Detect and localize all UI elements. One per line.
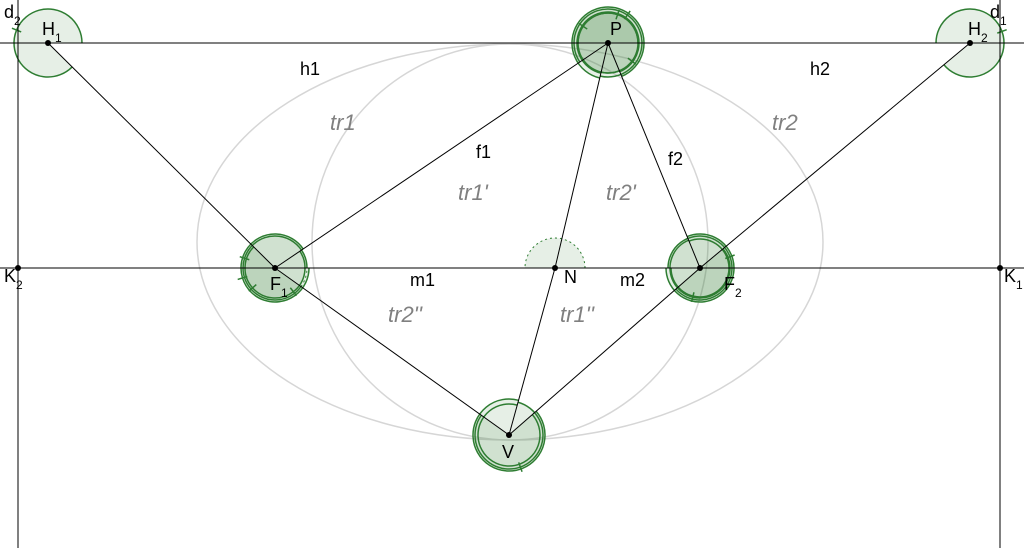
point-label-V: V	[502, 442, 514, 462]
point-label-N: N	[564, 267, 577, 287]
edge-label-f1: f1	[476, 142, 491, 162]
region-label: tr2''	[388, 302, 423, 327]
segment-F2-P	[608, 43, 700, 268]
region-label: tr2'	[606, 180, 637, 205]
point-V	[506, 432, 512, 438]
edge-label-m2: m2	[620, 270, 645, 290]
edge-label-h1: h1	[300, 59, 320, 79]
region-label: tr1	[330, 110, 356, 135]
segment-F2-V	[509, 268, 700, 435]
point-F1	[272, 265, 278, 271]
region-label: tr1''	[560, 302, 595, 327]
point-N	[552, 265, 558, 271]
segment-H2-F2	[700, 43, 970, 268]
edge-label-f2: f2	[668, 149, 683, 169]
region-label: tr1'	[458, 180, 489, 205]
circle-curve	[312, 44, 708, 440]
point-F2	[697, 265, 703, 271]
segment-F1-P	[275, 43, 608, 268]
point-label-K1: K1	[1004, 266, 1023, 292]
point-K1	[997, 265, 1003, 271]
point-label-P: P	[610, 19, 622, 39]
point-H1	[45, 40, 51, 46]
segment-H1-F1	[48, 43, 275, 268]
edge-label-m1: m1	[410, 270, 435, 290]
point-H2	[967, 40, 973, 46]
point-P	[605, 40, 611, 46]
point-label-F2: F2	[724, 274, 742, 300]
region-label: tr2	[772, 110, 798, 135]
angles-layer	[12, 7, 1007, 472]
edge-label-h2: h2	[810, 59, 830, 79]
segment-P-N	[555, 43, 608, 268]
segment-F1-V	[275, 268, 509, 435]
